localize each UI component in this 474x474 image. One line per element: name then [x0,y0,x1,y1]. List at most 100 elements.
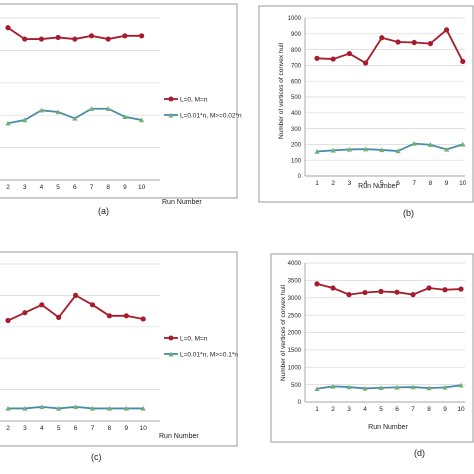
x-tick-label: 3 [348,180,352,187]
x-tick-label: 9 [124,425,128,432]
y-tick-label: 900 [291,32,302,38]
y-tick-label: 2500 [288,313,302,319]
x-tick-label: 6 [395,406,399,413]
data-point [427,142,433,147]
data-point [89,302,96,308]
y-tick-label: 500 [291,383,302,389]
data-point [330,383,336,389]
panel-d-caption: (d) [414,448,425,458]
data-point [122,114,128,120]
data-point [139,117,145,123]
data-point [122,33,128,39]
data-point [458,286,464,292]
data-point [56,405,62,411]
y-tick-label: 100 [291,158,302,164]
y-tick-label: 1000 [288,16,302,22]
data-point [362,385,368,391]
data-point [39,404,45,410]
x-tick-label: 9 [443,406,447,413]
x-tick-label: 3 [23,425,27,432]
data-point [426,385,432,391]
data-point [394,384,400,390]
x-tick-label: 2 [331,180,335,187]
x-tick-label: 5 [57,425,61,432]
data-point [105,106,111,111]
x-tick-label: 6 [396,180,400,187]
x-tick-label: 10 [138,184,146,191]
data-point [5,25,11,31]
data-point [123,313,129,319]
panel-d-ylabel: Number of vertices of convex hull [280,284,287,381]
data-point [89,405,96,411]
legend-marker-triangle [168,351,174,357]
data-point [363,60,369,66]
data-point [106,313,112,319]
x-tick-label: 8 [429,180,433,187]
data-point [123,405,129,411]
data-point [442,287,448,293]
y-tick-label: 0 [298,174,302,180]
panel-b-caption: (b) [403,208,414,218]
data-point [72,36,78,42]
x-tick-label: 1 [315,180,319,187]
panel-d-frame [270,253,474,443]
data-point [106,405,112,411]
x-tick-label: 3 [347,406,351,413]
data-point [444,27,450,33]
data-point [56,314,62,320]
x-tick-label: 2 [331,406,335,413]
panel-a-xlabel: Run Number [162,199,202,206]
data-point [22,36,28,42]
data-point [55,34,61,41]
x-tick-label: 2 [6,425,10,432]
data-point [460,141,466,147]
y-tick-label: 300 [291,127,302,133]
series-line [316,282,462,296]
data-point [73,292,79,298]
data-point [330,285,336,291]
data-point [140,405,146,411]
plot-d: 0 500 1000 1500 2000 2500 3000 3500 4000 1 2 3 4 5 6 7 8… [288,261,465,413]
panel-b-ylabel: Number of vertices of convex hull [278,42,285,139]
data-point [314,386,320,391]
x-tick-label: 1 [315,406,319,413]
data-point [38,36,45,42]
panel-c-legend-series1: L=0, M=n [180,336,208,343]
plot-b: 0 100 200 300 400 500 600 700 800 900 1000 1 2 3 4 5 6 7 8… [288,16,467,187]
panel-a-legend-series2: L=0.01*n, M>=0.02*n [180,113,242,120]
y-tick-label: 1500 [288,348,302,354]
x-tick-label: 2 [6,184,10,191]
x-tick-label: 10 [459,180,467,187]
panel-b: 0 100 200 300 400 500 600 700 800 900 1000 1 2 3 4 5 6 7 8… [258,5,474,203]
x-tick-label: 10 [457,406,465,413]
panel-d-xlabel: Run Number [368,424,408,431]
data-point [426,285,432,291]
x-tick-label: 4 [363,406,367,413]
data-point [139,33,145,39]
y-tick-label: 700 [291,64,302,70]
data-point [38,107,44,113]
data-point [39,302,45,308]
x-tick-label: 9 [445,180,449,187]
data-point [379,35,385,41]
x-tick-label: 6 [73,184,77,191]
data-point [5,405,11,411]
data-point [314,148,320,154]
legend-marker-triangle [168,112,174,118]
data-point [411,141,417,146]
y-tick-label: 1000 [288,365,302,371]
data-point [72,115,78,121]
x-tick-label: 10 [140,425,148,432]
x-tick-label: 6 [74,425,78,432]
data-point [362,289,368,296]
legend-marker-circle [168,96,174,102]
x-tick-label: 8 [106,184,110,191]
y-tick-label: 800 [291,48,302,54]
data-point [410,292,416,298]
data-point [22,405,28,411]
data-point [346,50,352,57]
data-point [88,106,95,111]
x-tick-label: 8 [108,425,112,432]
data-point [105,36,111,42]
data-point [427,40,433,47]
